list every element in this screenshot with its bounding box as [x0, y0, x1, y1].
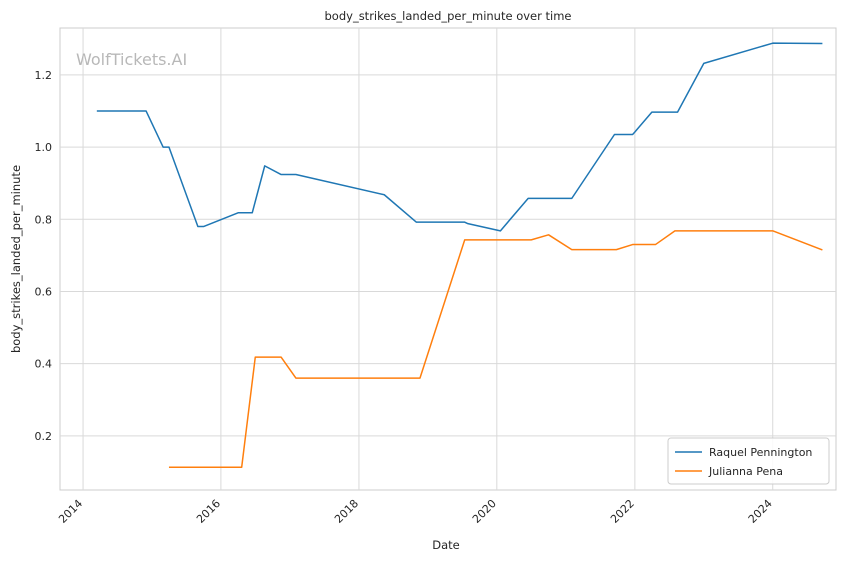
legend-box — [667, 437, 830, 485]
plot-area — [59, 27, 837, 491]
y-tick-label: 1.0 — [35, 141, 53, 154]
y-tick-label: 1.2 — [35, 69, 53, 82]
legend: Raquel Pennington Julianna Pena — [667, 437, 830, 485]
y-axis-label: body_strikes_landed_per_minute — [9, 165, 23, 353]
series-line-raquel-pennington — [96, 42, 823, 232]
chart-title: body_strikes_landed_per_minute over time — [325, 9, 572, 23]
series-line-julianna-pena — [168, 230, 823, 469]
x-axis-label: Date — [432, 538, 460, 552]
y-tick-label: 0.2 — [35, 430, 53, 443]
series-group — [96, 42, 823, 469]
y-tick-label: 0.8 — [35, 213, 53, 226]
legend-label-raquel-pennington: Raquel Pennington — [709, 446, 812, 459]
legend-label-julianna-pena: Julianna Pena — [708, 465, 783, 478]
y-tick-label: 0.6 — [35, 285, 53, 298]
y-tick-label: 0.4 — [35, 358, 53, 371]
watermark: WolfTickets.AI — [76, 50, 187, 69]
y-axis-ticks: 0.2 0.4 0.6 0.8 1.0 1.2 — [35, 69, 53, 443]
